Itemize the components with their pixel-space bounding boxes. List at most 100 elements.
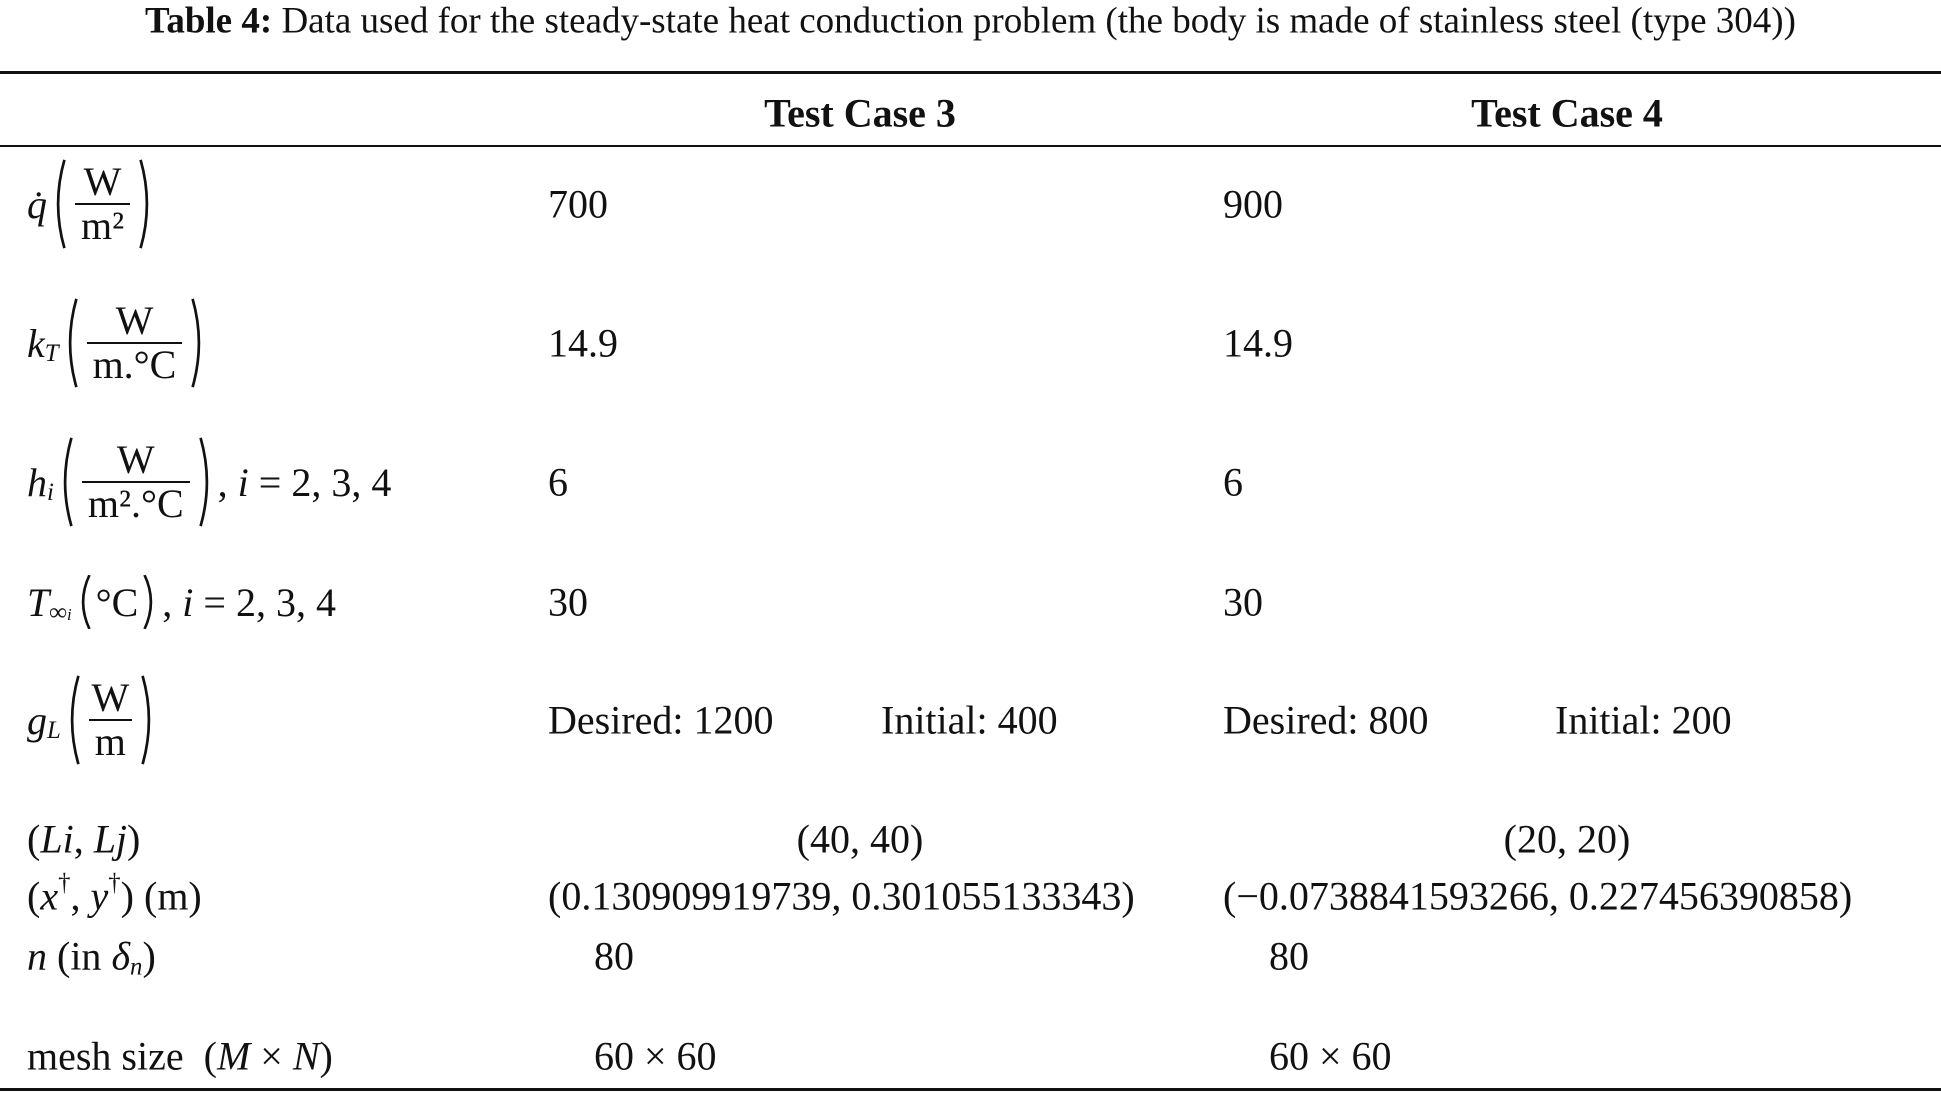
bracket [63,437,73,527]
cell: 14.9 [1223,320,1293,366]
text-part [272,0,281,43]
cell: 30 [548,579,588,625]
text-part: i [47,479,54,507]
text-part: m² [75,203,131,247]
text-part: ) [142,933,156,979]
cell: 6 [1223,459,1243,505]
header-rule [0,145,1941,147]
text-part: ( [27,816,41,862]
bracket [198,437,208,527]
text-part: k [27,320,45,366]
text-part: x [40,873,59,919]
cell: 60 × 60 [594,1033,717,1079]
text-part: T [27,579,50,625]
column-header: Test Case 4 [1471,90,1663,136]
text-part: m².°C [81,481,190,525]
bracket [141,675,151,765]
text-part: m [88,719,132,763]
caption-text: Data used for the steady-state heat cond… [281,0,1796,42]
text-part: W [91,675,130,720]
bracket [63,437,73,527]
text-part: q̇ [27,181,47,227]
bracket [143,574,153,630]
bracket [68,298,78,388]
text-part: ( [27,873,41,919]
column-header: Test Case 3 [764,90,956,136]
text-part: h [27,459,47,505]
cell: (40, 40) [796,816,924,862]
cell: Initial: 400 [881,697,1058,743]
bracket [139,159,149,249]
cell: 6 [548,459,568,505]
text-part: † [58,869,71,897]
text-part: × [250,1033,293,1079]
bottom-rule [0,1088,1941,1091]
cell: (20, 20) [1503,816,1631,862]
text-part: , [217,459,238,505]
row-label: T ∞ i °C , i = 2, 3, 4 [27,574,336,630]
text-part: , [162,579,183,625]
text-part: δ [111,933,131,979]
bracket [191,298,201,388]
bracket [68,298,78,388]
text-part: i [66,604,72,624]
cell: 60 × 60 [1269,1033,1392,1079]
bracket [70,675,80,765]
text-part: ) (m) [120,873,202,919]
text-part: y [90,873,109,919]
cell: Initial: 200 [1555,697,1732,743]
caption: Table 4: Data used for the steady-state … [0,0,1941,43]
text-part: n [27,933,47,979]
text-part: ) [319,1033,333,1079]
bracket [81,574,91,630]
row-label: n (in δ n) [27,933,156,981]
bracket [198,437,208,527]
bracket [143,574,153,630]
text-part: m.°C [86,342,183,386]
text-part: † [108,869,121,897]
text-part: M [216,1033,251,1079]
cell: Desired: 1200 [548,697,774,743]
text-part: , [70,873,91,919]
cell: 14.9 [548,320,618,366]
bracket [70,675,80,765]
row-label: mesh size (M × N) [27,1033,333,1080]
cell: 80 [594,933,634,979]
text-part: °C [95,579,139,625]
bracket [56,159,66,249]
text-part: L [47,717,61,745]
row-label: (x †, y †) (m) [27,869,202,920]
cell: 80 [1269,933,1309,979]
text-part: = 2, 3, 4 [248,459,392,505]
text-part: ∞ [49,599,67,627]
text-part: W [116,437,155,482]
text-part: ) [127,816,141,862]
bracket [56,159,66,249]
text-part: g [27,697,47,743]
bracket [81,574,91,630]
bracket [141,675,151,765]
bracket [139,159,149,249]
text-part: Li [40,816,74,862]
text-part: mesh size ( [27,1033,217,1079]
top-rule [0,71,1941,74]
text-part: W [83,159,122,204]
text-part: N [292,1033,320,1079]
text-part: , [73,816,94,862]
cell: (0.130909919739, 0.301055133343) [548,873,1135,919]
cell: Desired: 800 [1223,697,1429,743]
text-part: T [44,340,59,368]
text-part: (in [47,933,112,979]
text-part: = 2, 3, 4 [193,579,336,625]
cell: 900 [1223,181,1283,227]
row-label: (Li, Lj) [27,816,140,863]
bracket [191,298,201,388]
